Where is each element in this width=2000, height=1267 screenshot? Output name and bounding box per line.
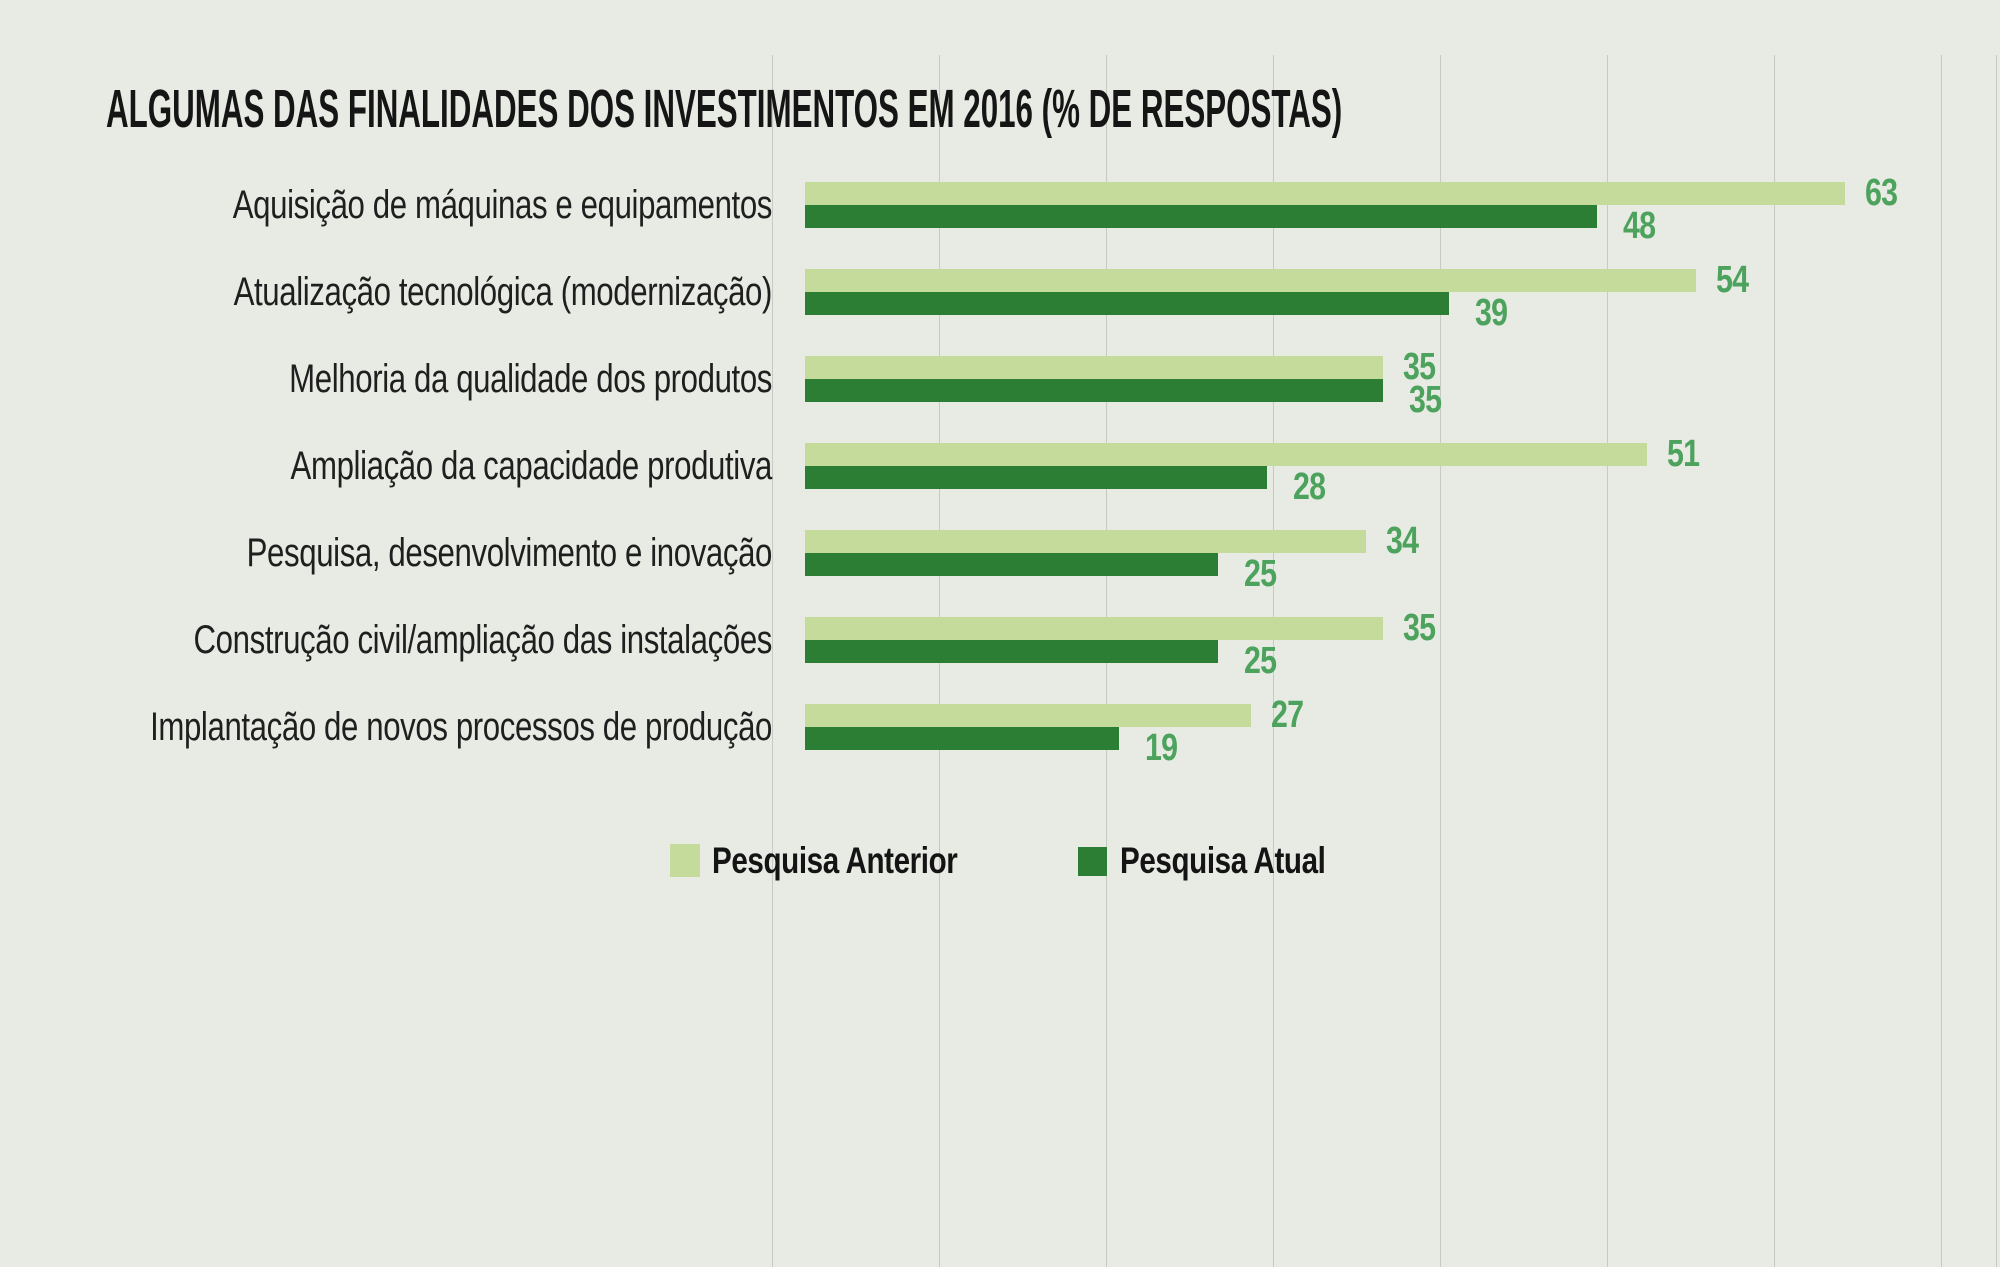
legend-label-atual: Pesquisa Atual bbox=[1120, 840, 1326, 881]
atual-bar bbox=[805, 727, 1119, 750]
anterior-bar bbox=[805, 704, 1251, 727]
atual-value-label: 39 bbox=[1475, 292, 1508, 334]
atual-bar bbox=[805, 553, 1218, 576]
category-label: Ampliação da capacidade produtiva bbox=[290, 443, 773, 488]
atual-value-label: 35 bbox=[1409, 379, 1442, 421]
category-label: Pesquisa, desenvolvimento e inovação bbox=[246, 530, 773, 575]
legend-swatch-anterior bbox=[670, 844, 700, 877]
anterior-value-label: 51 bbox=[1667, 433, 1700, 475]
chart-title: ALGUMAS DAS FINALIDADES DOS INVESTIMENTO… bbox=[106, 79, 1343, 139]
gridline bbox=[1996, 55, 1997, 1267]
anterior-bar bbox=[805, 356, 1383, 379]
atual-bar bbox=[805, 379, 1383, 402]
legend-label-anterior: Pesquisa Anterior bbox=[712, 840, 958, 881]
gridline bbox=[772, 55, 773, 1267]
legend-swatch-atual bbox=[1078, 847, 1107, 876]
atual-bar bbox=[805, 292, 1449, 315]
category-label: Construção civil/ampliação das instalaçõ… bbox=[193, 617, 773, 662]
gridline bbox=[1941, 55, 1942, 1267]
anterior-value-label: 27 bbox=[1271, 694, 1304, 736]
gridline bbox=[1440, 55, 1441, 1267]
category-label: Implantação de novos processos de produç… bbox=[150, 704, 772, 749]
gridline bbox=[1774, 55, 1775, 1267]
atual-bar bbox=[805, 640, 1218, 663]
gridline bbox=[1273, 55, 1274, 1267]
anterior-bar bbox=[805, 530, 1366, 553]
category-label: Melhoria da qualidade dos produtos bbox=[289, 356, 772, 401]
atual-bar bbox=[805, 205, 1597, 228]
anterior-bar bbox=[805, 617, 1383, 640]
anterior-value-label: 35 bbox=[1403, 346, 1436, 388]
atual-bar bbox=[805, 466, 1267, 489]
category-label: Atualização tecnológica (modernização) bbox=[233, 269, 773, 314]
anterior-value-label: 54 bbox=[1716, 259, 1749, 301]
atual-value-label: 48 bbox=[1623, 205, 1656, 247]
category-label: Aquisição de máquinas e equipamentos bbox=[232, 182, 773, 227]
anterior-value-label: 63 bbox=[1865, 172, 1898, 214]
atual-value-label: 25 bbox=[1244, 553, 1277, 595]
gridline bbox=[1607, 55, 1608, 1267]
anterior-value-label: 35 bbox=[1403, 607, 1436, 649]
atual-value-label: 25 bbox=[1244, 640, 1277, 682]
atual-value-label: 19 bbox=[1145, 727, 1178, 769]
anterior-bar bbox=[805, 443, 1647, 466]
atual-value-label: 28 bbox=[1293, 466, 1326, 508]
anterior-value-label: 34 bbox=[1386, 520, 1419, 562]
anterior-bar bbox=[805, 269, 1696, 292]
anterior-bar bbox=[805, 182, 1845, 205]
